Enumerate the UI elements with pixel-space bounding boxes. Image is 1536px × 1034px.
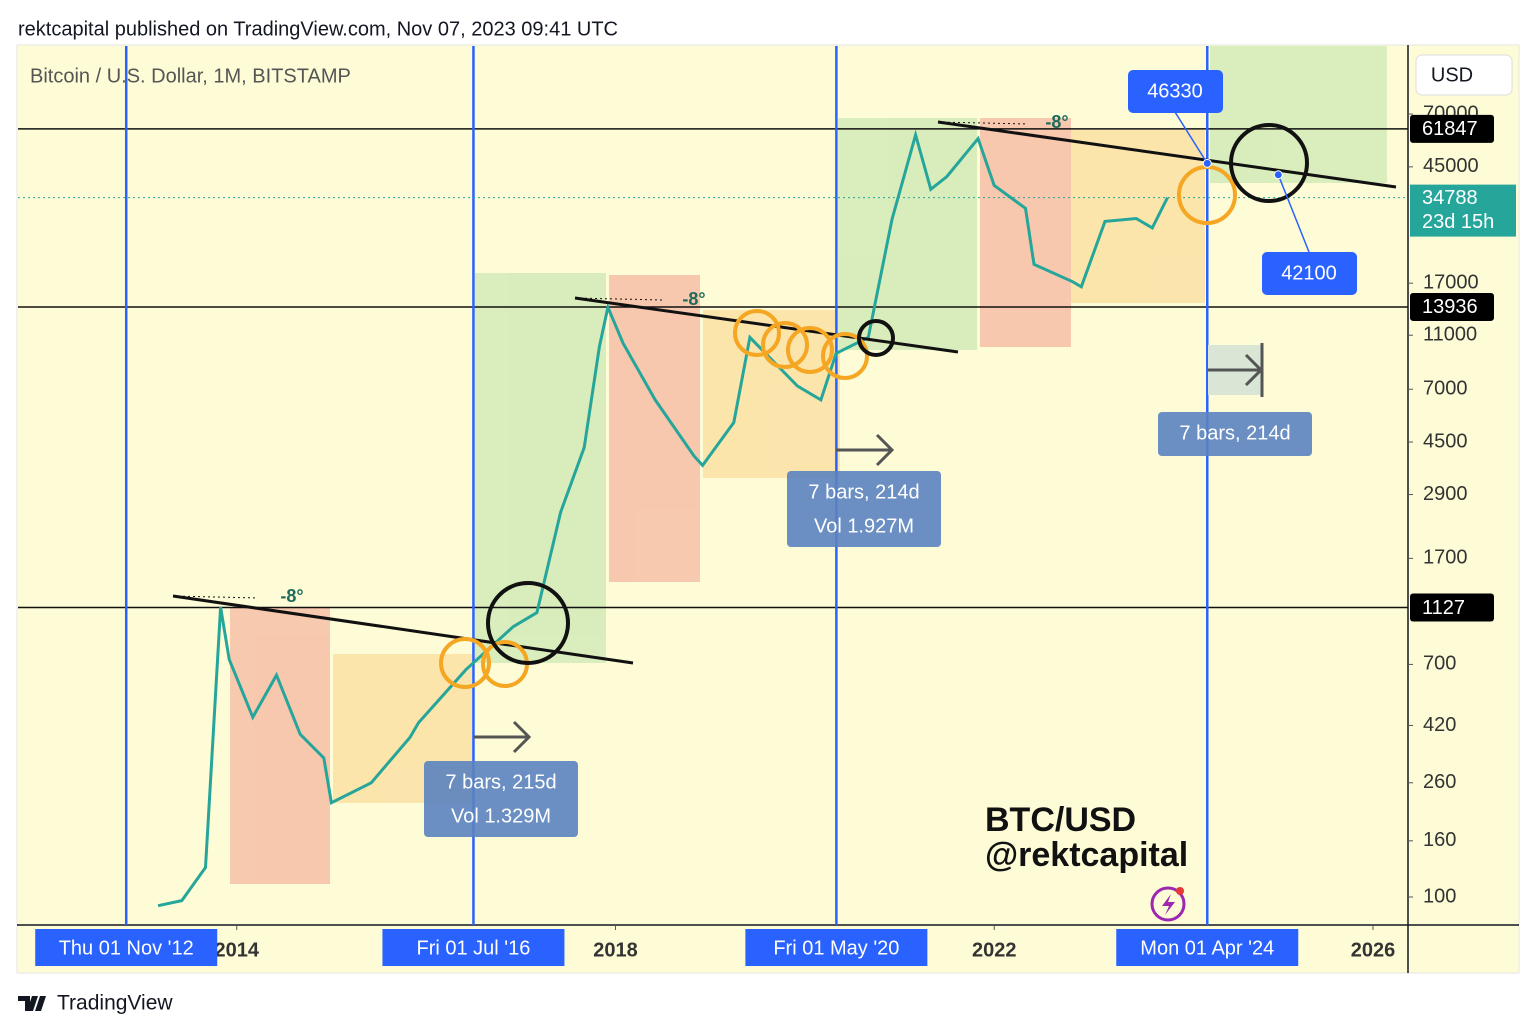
zone: [703, 310, 840, 478]
callout-point: [1202, 158, 1212, 168]
angle-label: -8°: [1045, 112, 1068, 132]
y-tick-label: 17000: [1423, 271, 1479, 293]
footer: TradingView: [18, 992, 173, 1015]
footer-text: TradingView: [57, 992, 173, 1015]
countdown-label: 23d 15h: [1422, 211, 1494, 233]
currency[interactable]: USD: [1431, 64, 1473, 86]
level-label: 1127: [1422, 597, 1465, 619]
date-marker-label: Mon 01 Apr '24: [1140, 937, 1274, 959]
measure-label-box: [787, 471, 941, 547]
highlight-circle: [439, 637, 491, 689]
highlight-circle: [733, 309, 781, 357]
chart-title: Bitcoin / U.S. Dollar, 1M, BITSTAMP: [30, 65, 351, 87]
breakout-circle: [857, 319, 895, 357]
callout-leader: [1277, 174, 1310, 253]
arrow: [474, 720, 532, 754]
level-label: 13936: [1422, 296, 1478, 318]
y-tick-label: 7000: [1423, 378, 1468, 400]
measure-bars: 7 bars, 214d: [1179, 422, 1290, 444]
angle-guide: [172, 595, 259, 599]
angle-label: -8°: [280, 586, 303, 606]
measure-bars: 7 bars, 215d: [445, 771, 556, 793]
highlight-circle: [786, 326, 834, 374]
zone: [609, 275, 700, 582]
date-marker-box: [745, 929, 928, 966]
watermark: BTC/USD: [985, 801, 1136, 839]
y-tick-label: 45000: [1423, 155, 1479, 177]
angle-label: -8°: [682, 289, 705, 309]
arrow: [1208, 343, 1264, 397]
y-tick-label: 160: [1423, 829, 1456, 851]
logo: [18, 996, 46, 1011]
level-label-box: [1410, 114, 1494, 143]
trend-line: [937, 120, 1397, 189]
highlight-circle: [761, 321, 809, 369]
date-marker-box: [35, 929, 218, 966]
callout-box: [1262, 252, 1357, 295]
y-tick-label: 700: [1423, 653, 1456, 675]
date-marker-label: Fri 01 May '20: [773, 937, 899, 959]
author-icon: [1150, 886, 1186, 922]
last-price-label: 34788: [1422, 187, 1478, 209]
last-price-box: [1410, 184, 1516, 237]
measure-label-box: [424, 761, 578, 837]
zone: [980, 118, 1071, 347]
callout-leader: [1174, 111, 1208, 164]
y-tick-label: 11000: [1423, 323, 1477, 345]
price-line: [157, 129, 1169, 908]
zone: [230, 607, 330, 884]
callout-label: 42100: [1281, 262, 1337, 284]
level-label-box: [1410, 292, 1494, 321]
x-tick-label: 2022: [972, 939, 1017, 961]
level-label-box: [1410, 593, 1494, 622]
author-icon: [1176, 887, 1184, 895]
y-tick-label: 1700: [1423, 547, 1468, 569]
x-tick-label: 2014: [214, 939, 259, 961]
measure-bars: 7 bars, 214d: [808, 481, 919, 503]
date-marker-label: Fri 01 Jul '16: [417, 937, 531, 959]
breakout-circle: [1229, 123, 1309, 203]
currency-button[interactable]: [1415, 54, 1513, 96]
header: rektcapital published on TradingView.com…: [18, 18, 618, 40]
y-tick-label: 4500: [1423, 430, 1468, 452]
arrow: [836, 433, 895, 467]
zone: [838, 118, 977, 350]
y-tick-label: 2900: [1423, 483, 1468, 505]
x-tick-label: 2026: [1351, 939, 1396, 961]
date-marker-box: [1116, 929, 1299, 966]
zones: [230, 46, 1387, 884]
angle-guide: [937, 121, 1029, 125]
y-tick-label: 100: [1423, 885, 1456, 907]
author-icon: [1162, 894, 1175, 915]
measure-label-box: [1158, 412, 1312, 456]
date-marker-box: [382, 929, 565, 966]
callout-point: [1273, 170, 1283, 180]
annotations: -8° -8° -8° 7 bars, 215d Vol 1.329M 7 ba…: [30, 54, 1516, 966]
y-tick-label: 260: [1423, 771, 1456, 793]
zone: [1210, 46, 1387, 183]
plot: 100 160 260 420 700 1700 2900 4500 7000 11000 1700…: [18, 46, 1479, 961]
callout-box: [1128, 70, 1223, 113]
measure-volume: Vol 1.927M: [814, 515, 914, 537]
zone: [1071, 130, 1205, 303]
drawings: [172, 120, 1397, 754]
highlight-circle: [821, 332, 869, 380]
x-tick-label: 2018: [593, 939, 638, 961]
callout-label: 46330: [1147, 80, 1203, 102]
date-marker-label: Thu 01 Nov '12: [59, 937, 194, 959]
watermark: @rektcapital: [985, 836, 1188, 874]
level-label: 61847: [1422, 118, 1478, 140]
y-tick-label: 420: [1423, 714, 1456, 736]
measure-volume: Vol 1.329M: [451, 805, 551, 827]
breakout-circle: [486, 581, 570, 665]
